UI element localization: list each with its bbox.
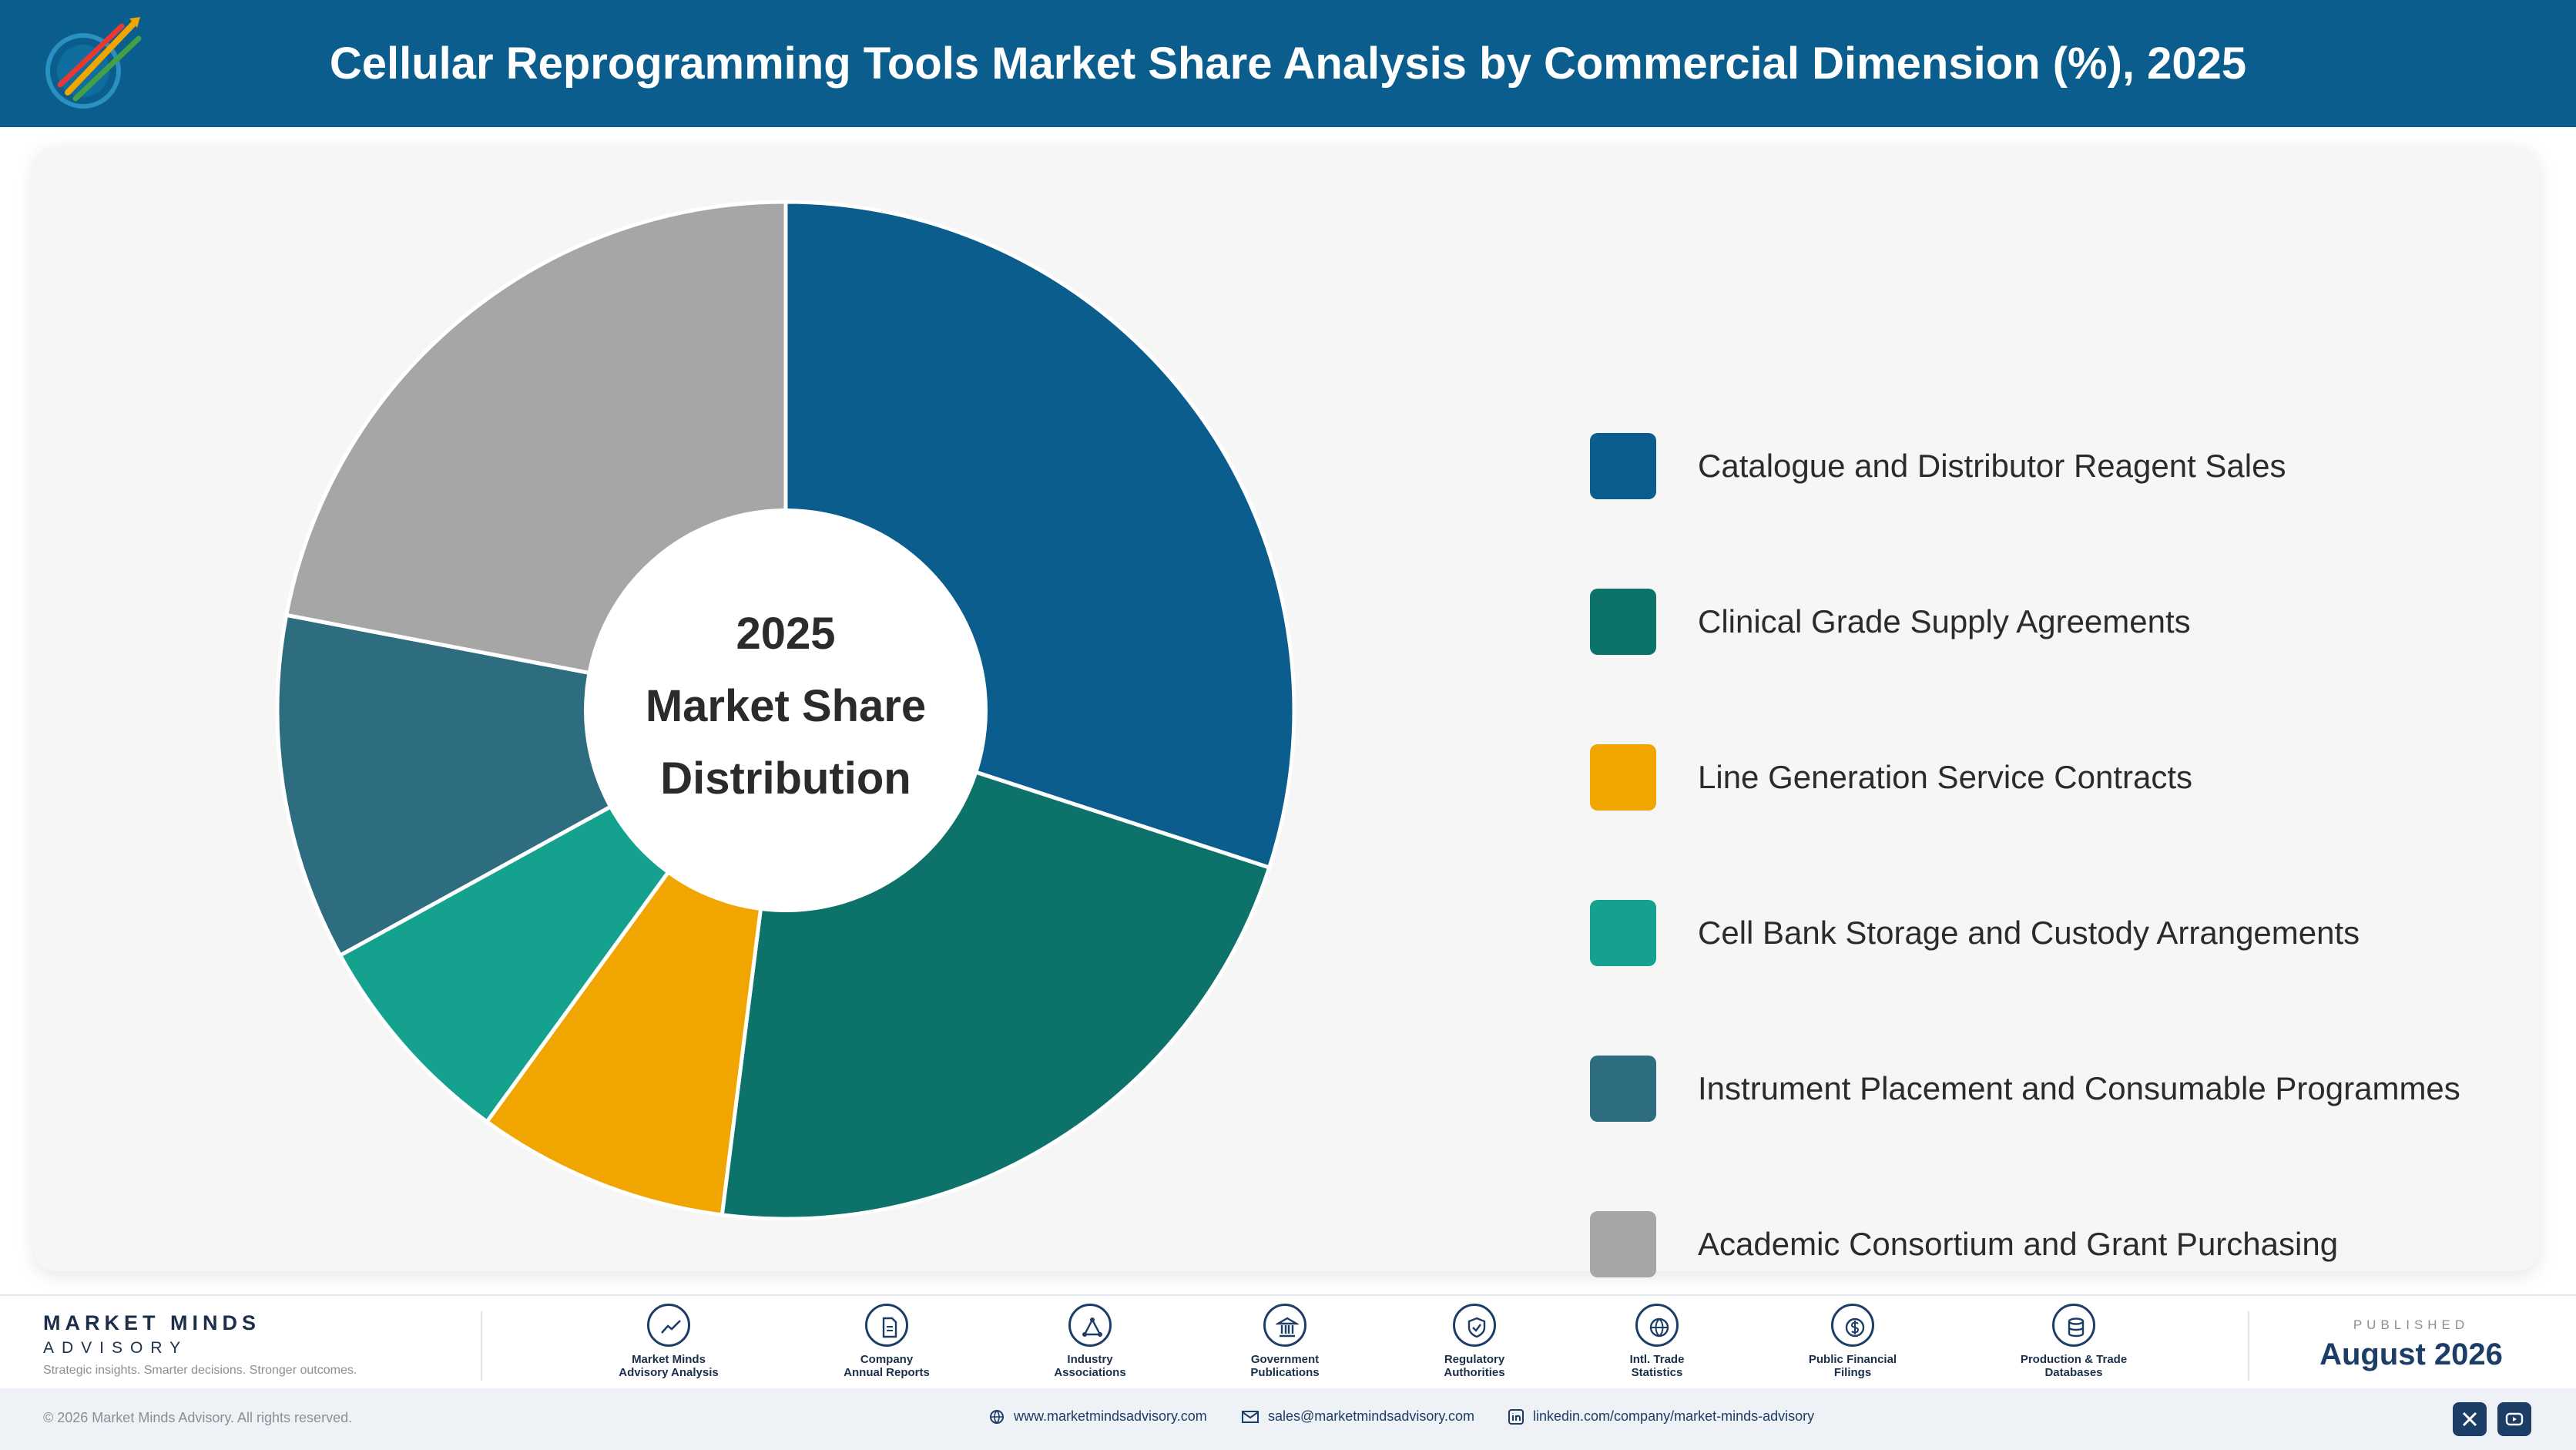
- chart-card: 2025 Market Share Distribution Catalogue…: [34, 146, 2539, 1277]
- legend-label: Clinical Grade Supply Agreements: [1698, 603, 2191, 639]
- source-item: Industry Associations: [1013, 1304, 1167, 1379]
- source-item: Public Financial Filings: [1776, 1304, 1930, 1379]
- source-item: Production & Trade Databases: [1997, 1304, 2151, 1379]
- source-item: Intl. Trade Statistics: [1580, 1304, 1734, 1379]
- source-label: Government Publications: [1250, 1353, 1320, 1379]
- youtube-icon: [2505, 1412, 2524, 1426]
- source-label: Market Minds Advisory Analysis: [619, 1353, 719, 1379]
- email-text: sales@marketmindsadvisory.com: [1268, 1408, 1475, 1424]
- source-item: Government Publications: [1208, 1304, 1362, 1379]
- linkedin-text: linkedin.com/company/market-minds-adviso…: [1533, 1408, 1815, 1424]
- linkedin-icon: [1508, 1408, 1524, 1425]
- source-label: Company Annual Reports: [844, 1353, 930, 1379]
- website-text: www.marketmindsadvisory.com: [1014, 1408, 1207, 1424]
- shield-icon: [1453, 1304, 1496, 1347]
- center-label-line2: Market Share: [646, 681, 926, 731]
- footer: MARKET MINDS ADVISORY Strategic insights…: [0, 1294, 2576, 1387]
- brand-tagline: Strategic insights. Smarter decisions. S…: [43, 1364, 357, 1377]
- copyright-text: © 2026 Market Minds Advisory. All rights…: [43, 1410, 353, 1425]
- page-title: Cellular Reprogramming Tools Market Shar…: [329, 39, 2247, 89]
- coin-icon: [1831, 1304, 1874, 1347]
- legend-swatch: [1590, 1056, 1656, 1122]
- legend-item: Cell Bank Storage and Custody Arrangemen…: [1590, 900, 2514, 966]
- legend-swatch: [1590, 433, 1656, 499]
- legend-swatch: [1590, 900, 1656, 966]
- legend-swatch: [1590, 589, 1656, 655]
- email-link[interactable]: sales@marketmindsadvisory.com: [1242, 1408, 1474, 1425]
- company-logo: [45, 17, 142, 109]
- globe-icon: [1635, 1304, 1679, 1347]
- trend-icon: [647, 1304, 690, 1347]
- legend-item: Instrument Placement and Consumable Prog…: [1590, 1056, 2514, 1122]
- legend-label: Cell Bank Storage and Custody Arrangemen…: [1698, 915, 2360, 951]
- legend-label: Line Generation Service Contracts: [1698, 759, 2192, 795]
- bottom-bar: © 2026 Market Minds Advisory. All rights…: [0, 1388, 2576, 1450]
- legend-label: Catalogue and Distributor Reagent Sales: [1698, 448, 2286, 484]
- source-label: Intl. Trade Statistics: [1629, 1353, 1685, 1379]
- legend-item: Catalogue and Distributor Reagent Sales: [1590, 433, 2514, 499]
- youtube-social-button[interactable]: [2497, 1402, 2531, 1436]
- legend-item: Clinical Grade Supply Agreements: [1590, 589, 2514, 655]
- legend-item: Line Generation Service Contracts: [1590, 744, 2514, 811]
- website-link[interactable]: www.marketmindsadvisory.com: [989, 1408, 1207, 1425]
- published-date: August 2026: [2319, 1338, 2503, 1371]
- building-icon: [1263, 1304, 1306, 1347]
- footer-divider: [2248, 1311, 2249, 1381]
- source-label: Public Financial Filings: [1808, 1353, 1897, 1379]
- donut-hole: [584, 509, 988, 912]
- x-social-button[interactable]: [2453, 1402, 2487, 1436]
- center-label-line3: Distribution: [660, 754, 911, 804]
- brand-subtitle: ADVISORY: [43, 1339, 189, 1357]
- legend-label: Instrument Placement and Consumable Prog…: [1698, 1070, 2460, 1106]
- source-label: Regulatory Authorities: [1444, 1353, 1505, 1379]
- source-label: Production & Trade Databases: [2020, 1353, 2128, 1379]
- source-label: Industry Associations: [1054, 1353, 1126, 1379]
- mail-icon: [1242, 1410, 1259, 1423]
- legend-label: Academic Consortium and Grant Purchasing: [1698, 1226, 2339, 1262]
- pie-chart: 2025 Market Share Distribution: [275, 200, 1296, 1221]
- footer-divider: [481, 1311, 482, 1381]
- globe-icon: [990, 1409, 1004, 1424]
- legend-swatch: [1590, 744, 1656, 811]
- source-item: Company Annual Reports: [810, 1304, 964, 1379]
- brand-name: MARKET MINDS: [43, 1311, 260, 1334]
- x-icon: [2462, 1411, 2477, 1427]
- document-icon: [865, 1304, 908, 1347]
- source-item: Market Minds Advisory Analysis: [592, 1304, 746, 1379]
- network-icon: [1068, 1304, 1112, 1347]
- header-bar: Cellular Reprogramming Tools Market Shar…: [0, 0, 2576, 127]
- source-item: Regulatory Authorities: [1397, 1304, 1551, 1379]
- center-label-year: 2025: [736, 609, 835, 659]
- legend-swatch: [1590, 1211, 1656, 1277]
- legend-item: Academic Consortium and Grant Purchasing: [1590, 1211, 2514, 1277]
- linkedin-link[interactable]: linkedin.com/company/market-minds-adviso…: [1508, 1408, 1814, 1425]
- database-icon: [2052, 1304, 2095, 1347]
- published-label: PUBLISHED: [2353, 1317, 2470, 1332]
